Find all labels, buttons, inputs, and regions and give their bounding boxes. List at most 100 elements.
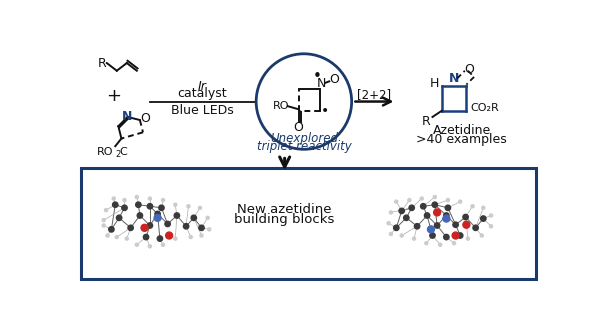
Circle shape bbox=[424, 213, 430, 218]
Text: Unexplored: Unexplored bbox=[270, 132, 338, 145]
Circle shape bbox=[389, 232, 393, 236]
Circle shape bbox=[445, 205, 450, 211]
Circle shape bbox=[480, 234, 483, 237]
Circle shape bbox=[399, 208, 405, 213]
Text: O: O bbox=[465, 63, 474, 76]
Text: >40 examples: >40 examples bbox=[417, 133, 507, 146]
Circle shape bbox=[191, 215, 196, 220]
Circle shape bbox=[143, 234, 149, 240]
Circle shape bbox=[147, 223, 152, 228]
Circle shape bbox=[412, 237, 415, 240]
Text: O: O bbox=[329, 74, 339, 86]
Circle shape bbox=[187, 205, 190, 208]
Circle shape bbox=[444, 234, 449, 240]
Text: •: • bbox=[321, 104, 329, 118]
Circle shape bbox=[489, 214, 492, 217]
Circle shape bbox=[189, 236, 192, 239]
Circle shape bbox=[200, 234, 203, 237]
Circle shape bbox=[433, 209, 441, 216]
Circle shape bbox=[135, 243, 138, 246]
Bar bbox=[81, 168, 536, 279]
Circle shape bbox=[122, 205, 127, 211]
Circle shape bbox=[389, 211, 393, 214]
Circle shape bbox=[421, 204, 426, 209]
Circle shape bbox=[112, 197, 115, 200]
Circle shape bbox=[452, 232, 459, 239]
Circle shape bbox=[113, 202, 118, 207]
Circle shape bbox=[433, 196, 436, 198]
Circle shape bbox=[199, 225, 204, 230]
Circle shape bbox=[403, 215, 409, 220]
Circle shape bbox=[471, 205, 474, 208]
Text: O: O bbox=[294, 121, 303, 134]
Circle shape bbox=[420, 197, 423, 200]
Circle shape bbox=[199, 206, 202, 209]
Text: Blue LEDs: Blue LEDs bbox=[171, 104, 234, 117]
Text: catalyst: catalyst bbox=[178, 87, 227, 100]
Circle shape bbox=[174, 237, 177, 240]
Circle shape bbox=[400, 234, 403, 237]
Text: O: O bbox=[140, 112, 150, 125]
Circle shape bbox=[102, 224, 105, 227]
Text: R: R bbox=[98, 57, 106, 69]
Text: N: N bbox=[449, 72, 459, 85]
Circle shape bbox=[148, 245, 152, 248]
Text: RO: RO bbox=[273, 101, 290, 111]
Circle shape bbox=[157, 236, 163, 241]
Text: •: • bbox=[312, 69, 321, 84]
Text: H: H bbox=[429, 76, 439, 90]
Text: R: R bbox=[422, 115, 430, 128]
Circle shape bbox=[174, 203, 177, 206]
Text: triplet reactivity: triplet reactivity bbox=[256, 140, 352, 153]
Circle shape bbox=[394, 225, 399, 230]
Circle shape bbox=[463, 214, 468, 220]
Circle shape bbox=[482, 206, 485, 209]
Circle shape bbox=[135, 202, 141, 207]
Circle shape bbox=[435, 223, 440, 228]
Circle shape bbox=[427, 226, 435, 233]
Circle shape bbox=[208, 228, 211, 231]
Circle shape bbox=[148, 197, 152, 200]
Circle shape bbox=[116, 215, 122, 220]
Circle shape bbox=[161, 243, 164, 246]
Circle shape bbox=[439, 243, 442, 246]
Text: RO: RO bbox=[97, 147, 114, 157]
Circle shape bbox=[459, 200, 462, 203]
Circle shape bbox=[115, 236, 119, 239]
Circle shape bbox=[206, 216, 209, 219]
Circle shape bbox=[106, 234, 109, 237]
Circle shape bbox=[443, 215, 450, 222]
Circle shape bbox=[137, 213, 143, 218]
Circle shape bbox=[446, 198, 450, 202]
Circle shape bbox=[102, 219, 105, 222]
Text: CO₂R: CO₂R bbox=[470, 103, 499, 113]
Circle shape bbox=[135, 196, 138, 198]
Circle shape bbox=[463, 221, 470, 228]
Circle shape bbox=[105, 209, 108, 212]
Circle shape bbox=[184, 224, 189, 229]
Circle shape bbox=[430, 233, 435, 238]
Circle shape bbox=[453, 222, 458, 228]
Circle shape bbox=[444, 213, 449, 218]
Circle shape bbox=[473, 225, 479, 230]
Circle shape bbox=[453, 242, 456, 245]
Text: building blocks: building blocks bbox=[234, 213, 335, 226]
Circle shape bbox=[125, 237, 128, 240]
Circle shape bbox=[414, 224, 420, 229]
Text: 2: 2 bbox=[115, 150, 120, 159]
Circle shape bbox=[425, 242, 428, 245]
Text: N: N bbox=[317, 76, 326, 90]
Circle shape bbox=[480, 216, 486, 221]
Circle shape bbox=[174, 213, 179, 218]
Circle shape bbox=[408, 198, 411, 202]
Circle shape bbox=[155, 211, 160, 217]
Text: New azetidine: New azetidine bbox=[237, 203, 332, 216]
Ellipse shape bbox=[256, 54, 352, 149]
Circle shape bbox=[467, 237, 470, 240]
Text: Azetidine: Azetidine bbox=[433, 124, 491, 137]
Circle shape bbox=[159, 205, 164, 211]
Circle shape bbox=[128, 225, 134, 230]
Circle shape bbox=[432, 202, 438, 207]
Circle shape bbox=[123, 198, 126, 202]
Circle shape bbox=[409, 205, 414, 211]
